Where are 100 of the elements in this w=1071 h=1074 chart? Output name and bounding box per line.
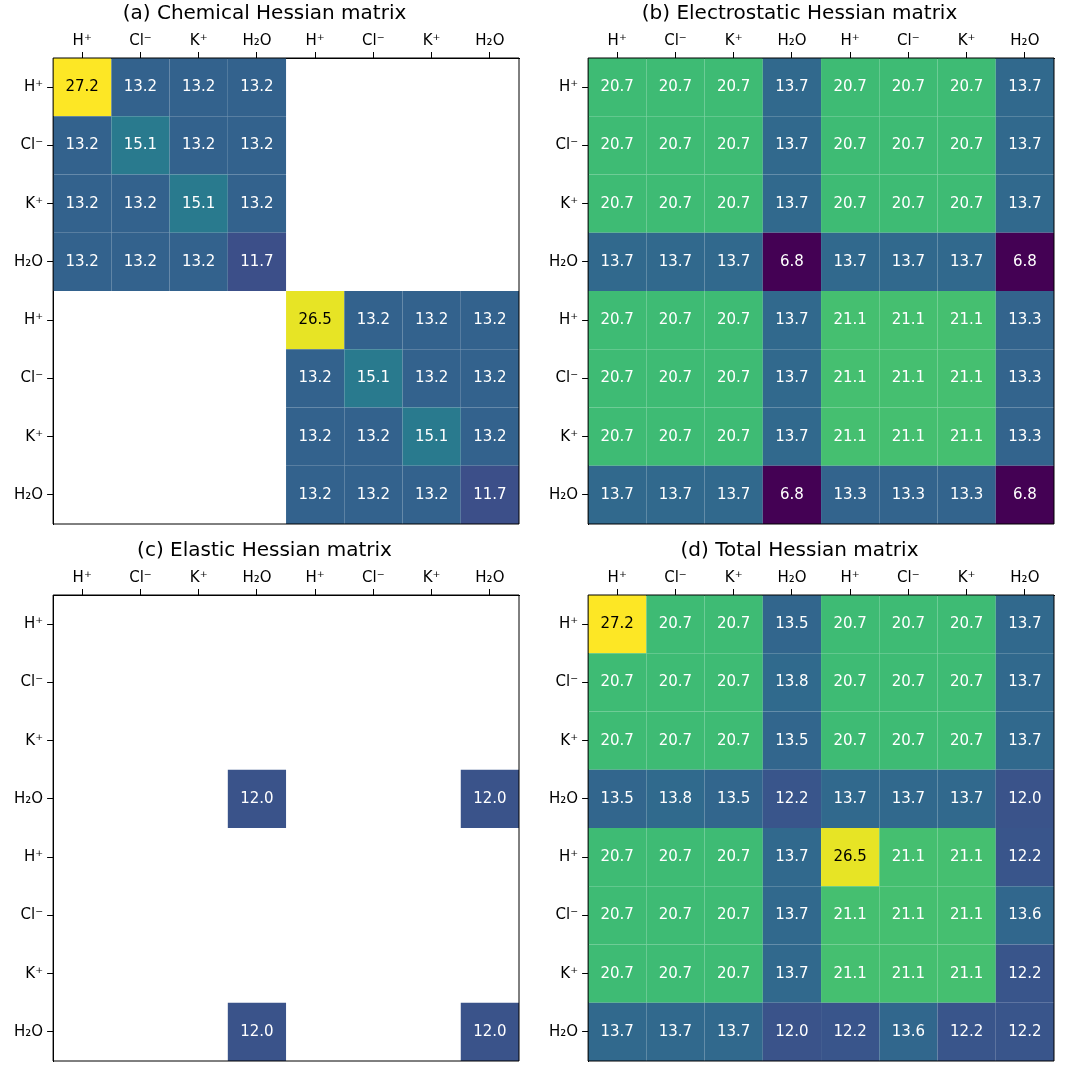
y-tick-label: K⁺ bbox=[25, 193, 44, 212]
data-label: 13.2 bbox=[181, 135, 216, 154]
x-tick-label: K⁺ bbox=[724, 30, 743, 49]
data-label: 20.7 bbox=[600, 905, 634, 924]
y-tick-label: H⁺ bbox=[558, 310, 579, 329]
y-tick-label: Cl⁻ bbox=[20, 368, 44, 387]
data-label: 13.7 bbox=[775, 193, 809, 212]
data-label: 13.7 bbox=[891, 251, 926, 270]
data-label: 20.7 bbox=[658, 193, 693, 212]
x-tick-label: K⁺ bbox=[957, 567, 976, 586]
data-label: 20.7 bbox=[716, 905, 751, 924]
data-label: 13.7 bbox=[775, 905, 809, 924]
data-label: 20.7 bbox=[716, 672, 751, 691]
data-label: 13.3 bbox=[1008, 310, 1042, 329]
data-label: 11.7 bbox=[240, 251, 274, 270]
data-label: 20.7 bbox=[833, 135, 867, 154]
data-label: 13.7 bbox=[658, 1021, 693, 1040]
data-label: 20.7 bbox=[658, 135, 693, 154]
data-label: 13.6 bbox=[891, 1021, 926, 1040]
data-label: 20.7 bbox=[949, 730, 984, 749]
data-label: 13.7 bbox=[775, 368, 809, 387]
y-tick-label: Cl⁻ bbox=[555, 368, 579, 387]
data-label: 21.1 bbox=[949, 368, 984, 387]
data-label: 13.8 bbox=[658, 788, 693, 807]
data-label: 20.7 bbox=[949, 672, 984, 691]
data-label: 20.7 bbox=[716, 310, 751, 329]
data-label: 20.7 bbox=[716, 77, 751, 96]
data-label: 15.1 bbox=[181, 193, 216, 212]
y-tick-label: K⁺ bbox=[25, 730, 44, 749]
x-tick-label: H₂O bbox=[777, 567, 807, 586]
data-label: 13.3 bbox=[949, 484, 984, 503]
y-tick-label: K⁺ bbox=[25, 426, 44, 445]
data-label: 26.5 bbox=[298, 310, 332, 329]
y-tick-label: H⁺ bbox=[558, 77, 579, 96]
y-tick-label: H⁺ bbox=[23, 614, 44, 633]
data-label: 21.1 bbox=[949, 905, 984, 924]
data-label: 13.7 bbox=[775, 426, 809, 445]
data-label: 13.2 bbox=[414, 484, 449, 503]
data-label: 20.7 bbox=[600, 135, 634, 154]
data-label: 20.7 bbox=[658, 730, 693, 749]
x-tick-label: H₂O bbox=[1010, 567, 1040, 586]
data-label: 13.7 bbox=[775, 77, 809, 96]
data-label: 15.1 bbox=[414, 426, 449, 445]
data-label: 20.7 bbox=[658, 77, 693, 96]
data-label: 13.2 bbox=[356, 484, 391, 503]
data-label: 21.1 bbox=[891, 310, 926, 329]
y-tick-label: H₂O bbox=[13, 788, 44, 807]
data-label: 12.0 bbox=[775, 1021, 809, 1040]
x-tick-label: H⁺ bbox=[305, 567, 325, 586]
data-label: 20.7 bbox=[600, 193, 634, 212]
y-tick-label: H⁺ bbox=[23, 77, 44, 96]
data-label: 13.7 bbox=[833, 788, 867, 807]
y-tick-label: H⁺ bbox=[558, 614, 579, 633]
data-label: 13.2 bbox=[65, 193, 99, 212]
data-label: 20.7 bbox=[833, 77, 867, 96]
data-label: 13.2 bbox=[473, 426, 507, 445]
data-label: 20.7 bbox=[600, 672, 634, 691]
data-label: 12.2 bbox=[1008, 847, 1042, 866]
data-label: 13.7 bbox=[600, 251, 634, 270]
data-label: 20.7 bbox=[600, 77, 634, 96]
data-label: 20.7 bbox=[949, 614, 984, 633]
data-label: 13.7 bbox=[891, 788, 926, 807]
data-label: 13.7 bbox=[775, 135, 809, 154]
y-tick-label: H₂O bbox=[548, 484, 579, 503]
data-label: 20.7 bbox=[658, 310, 693, 329]
x-tick-label: H⁺ bbox=[72, 30, 92, 49]
chart-title: (d) Total Hessian matrix bbox=[680, 537, 919, 562]
data-label: 13.7 bbox=[658, 251, 693, 270]
data-label: 13.7 bbox=[716, 484, 751, 503]
x-tick-label: H₂O bbox=[242, 30, 272, 49]
data-label: 13.3 bbox=[833, 484, 867, 503]
y-tick-label: Cl⁻ bbox=[20, 672, 44, 691]
data-label: 13.7 bbox=[600, 1021, 634, 1040]
data-label: 13.5 bbox=[716, 788, 751, 807]
x-tick-label: Cl⁻ bbox=[129, 30, 152, 49]
data-label: 13.7 bbox=[949, 788, 984, 807]
data-label: 20.7 bbox=[949, 193, 984, 212]
y-tick-label: K⁺ bbox=[560, 730, 579, 749]
data-label: 6.8 bbox=[1012, 251, 1037, 270]
x-tick-label: K⁺ bbox=[189, 567, 208, 586]
y-tick-label: H⁺ bbox=[23, 847, 44, 866]
data-label: 13.7 bbox=[600, 484, 634, 503]
data-label: 20.7 bbox=[600, 730, 634, 749]
y-tick-label: H₂O bbox=[548, 788, 579, 807]
x-tick-label: Cl⁻ bbox=[897, 30, 920, 49]
data-label: 12.2 bbox=[1008, 1021, 1042, 1040]
data-label: 20.7 bbox=[891, 193, 926, 212]
x-tick-label: H⁺ bbox=[840, 30, 860, 49]
data-label: 12.0 bbox=[1008, 788, 1042, 807]
data-label: 21.1 bbox=[949, 847, 984, 866]
y-tick-label: Cl⁻ bbox=[555, 905, 579, 924]
x-tick-label: Cl⁻ bbox=[362, 567, 385, 586]
data-label: 20.7 bbox=[891, 672, 926, 691]
data-label: 13.6 bbox=[1008, 905, 1042, 924]
data-label: 13.2 bbox=[298, 426, 332, 445]
data-label: 12.2 bbox=[775, 788, 809, 807]
data-label: 6.8 bbox=[780, 484, 804, 503]
y-tick-label: Cl⁻ bbox=[555, 672, 579, 691]
data-label: 20.7 bbox=[716, 847, 751, 866]
data-label: 20.7 bbox=[833, 672, 867, 691]
